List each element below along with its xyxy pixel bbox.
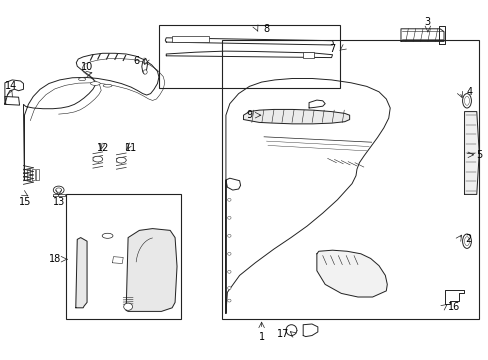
Ellipse shape — [227, 299, 230, 302]
Ellipse shape — [227, 216, 230, 219]
Polygon shape — [316, 250, 386, 297]
Ellipse shape — [462, 94, 470, 108]
Ellipse shape — [56, 188, 61, 192]
Ellipse shape — [464, 96, 468, 105]
Polygon shape — [464, 112, 478, 194]
Text: 14: 14 — [4, 81, 17, 91]
Bar — [159, 25, 339, 88]
Bar — [303, 52, 313, 58]
Polygon shape — [76, 238, 87, 308]
Text: 5: 5 — [475, 150, 481, 160]
Ellipse shape — [227, 234, 230, 237]
Ellipse shape — [285, 325, 296, 336]
Text: 13: 13 — [52, 197, 65, 207]
Text: 11: 11 — [124, 143, 137, 153]
Ellipse shape — [227, 287, 230, 289]
Ellipse shape — [90, 82, 100, 85]
Bar — [66, 194, 181, 319]
Ellipse shape — [462, 234, 470, 248]
Text: 17: 17 — [277, 329, 289, 339]
Text: 7: 7 — [329, 44, 335, 54]
Ellipse shape — [53, 186, 64, 194]
Ellipse shape — [123, 303, 132, 310]
Ellipse shape — [464, 237, 468, 246]
Text: 6: 6 — [133, 56, 139, 66]
Polygon shape — [243, 109, 349, 124]
Ellipse shape — [78, 78, 86, 81]
Polygon shape — [126, 229, 177, 311]
Ellipse shape — [143, 60, 147, 64]
Ellipse shape — [103, 84, 112, 87]
Text: 2: 2 — [465, 234, 470, 244]
Text: 9: 9 — [246, 110, 252, 120]
Text: 12: 12 — [96, 143, 109, 153]
Ellipse shape — [93, 156, 102, 162]
Text: 15: 15 — [19, 197, 32, 207]
Text: 1: 1 — [258, 332, 264, 342]
Text: 4: 4 — [466, 87, 471, 97]
Text: 3: 3 — [424, 17, 430, 27]
Bar — [222, 40, 478, 319]
Ellipse shape — [143, 70, 147, 74]
Text: 10: 10 — [81, 62, 93, 72]
Ellipse shape — [102, 233, 113, 238]
Bar — [172, 36, 208, 42]
Ellipse shape — [227, 270, 230, 273]
Ellipse shape — [227, 252, 230, 255]
Text: 8: 8 — [263, 24, 269, 34]
Text: 18: 18 — [48, 254, 61, 264]
Ellipse shape — [116, 157, 126, 163]
Text: 16: 16 — [447, 302, 459, 312]
Ellipse shape — [227, 198, 230, 201]
